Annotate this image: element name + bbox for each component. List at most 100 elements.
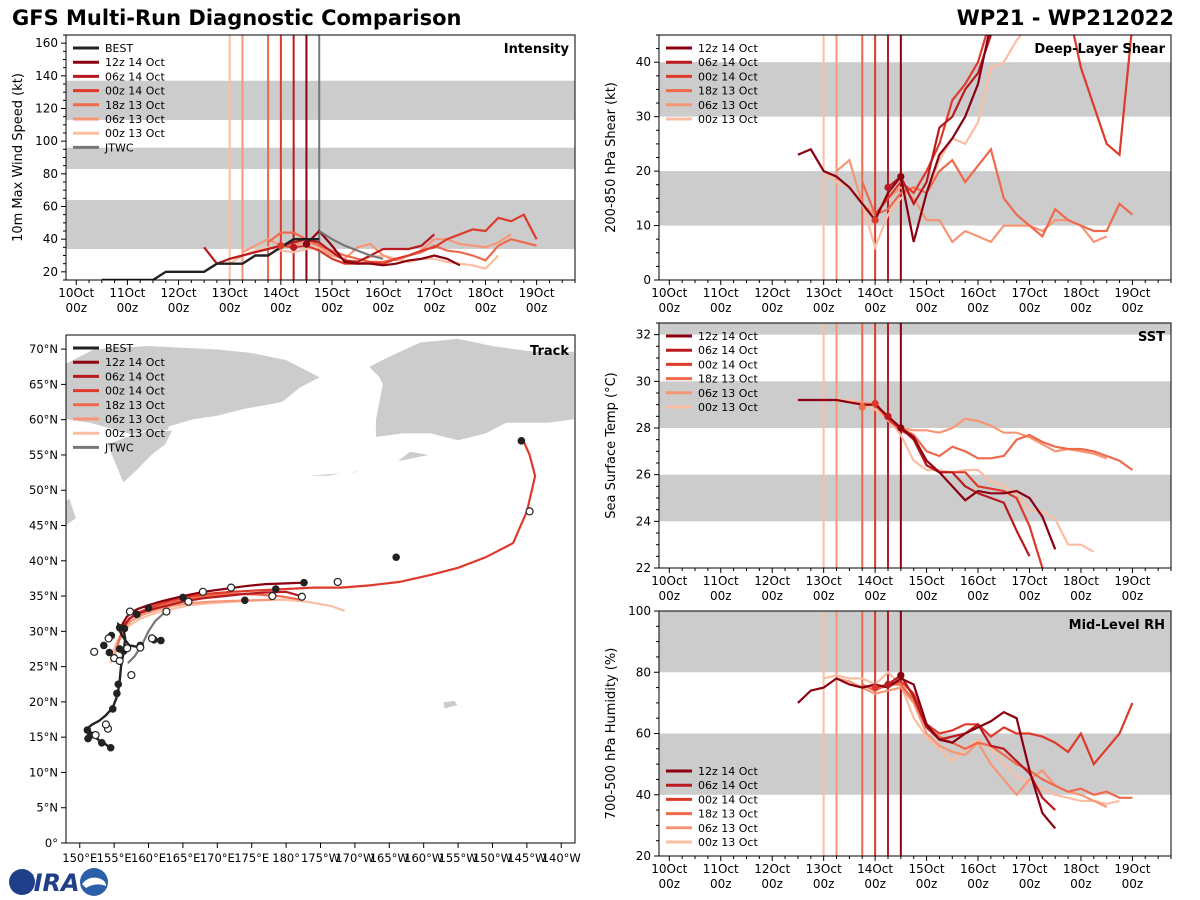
x-tick-label-day: 12Oct (754, 574, 790, 588)
init-marker (884, 412, 892, 420)
x-tick-label-day: 15Oct (314, 286, 350, 300)
init-marker (897, 172, 905, 181)
track-dot-filled (83, 726, 92, 734)
legend-label-run-2: 00z 14 Oct (698, 793, 758, 806)
series-line-0 (797, 677, 1057, 830)
panel-title-sst: SST (1138, 330, 1165, 345)
x-tick-label-hour: 00z (1019, 301, 1041, 315)
y-tick-label: 60 (43, 200, 58, 214)
x-tick-label-hour: 00z (659, 589, 681, 603)
legend-label-jtwc: JTWC (104, 141, 134, 154)
x-tick-label-hour: 00z (1122, 301, 1144, 315)
y-axis-intensity: 20 40 60 80 100 120 140 160 10m Max Wind Speed (… (11, 34, 66, 281)
x-tick-label-day: 11Oct (703, 286, 739, 300)
track-dot-hollow (115, 656, 124, 666)
y-axis-label-shear: 200-850 hPa Shear (kt) (604, 82, 619, 233)
x-tick-label-hour: 00z (659, 301, 681, 315)
track-dot-hollow (525, 507, 534, 516)
x-tick-label-day: 16Oct (960, 574, 996, 588)
y-tick-label: 160 (35, 36, 58, 50)
y-tick-label: 32 (636, 328, 651, 342)
x-tick-label: 160°W (404, 851, 443, 865)
x-tick-label-hour: 00z (1019, 589, 1041, 603)
x-tick-label-hour: 00z (864, 877, 886, 891)
track-line-jtwc (127, 610, 167, 664)
track-dot-hollow (90, 647, 99, 656)
shaded-band (659, 611, 1171, 673)
x-tick-label-day: 15Oct (909, 574, 945, 588)
y-tick-label: 50°N (29, 483, 58, 497)
panel-title-shear: Deep-Layer Shear (1034, 42, 1165, 57)
bands-rh (659, 611, 1171, 795)
legend-label-run-3: 18z 13 Oct (105, 399, 165, 412)
x-tick-label: 155°W (439, 851, 478, 865)
legend-label-run-2: 00z 14 Oct (105, 85, 165, 98)
x-tick-label-day: 11Oct (109, 286, 145, 300)
legend-label-run-5: 00z 13 Oct (105, 427, 165, 440)
legend-label-run-3: 18z 13 Oct (698, 373, 758, 386)
y-tick-label: 80 (43, 167, 58, 181)
init-marker (871, 683, 879, 692)
x-tick-label-hour: 00z (475, 301, 497, 315)
figure-title: GFS Multi-Run Diagnostic Comparison (12, 6, 462, 30)
x-tick-label-day: 19Oct (1114, 862, 1150, 876)
x-tick-label: 145°W (507, 851, 546, 865)
init-lines-rh (822, 611, 902, 856)
x-tick-label-day: 12Oct (754, 286, 790, 300)
track-dot-hollow (125, 607, 135, 616)
y-axis-sst: 22 24 26 28 30 32 Sea Surface Temp (°C) (604, 322, 659, 575)
track-dot-filled (517, 437, 526, 445)
y-tick-label: 5°N (36, 801, 58, 815)
x-tick-label-hour: 00z (967, 301, 989, 315)
track-dot-filled (271, 585, 280, 593)
x-tick-label-day: 12Oct (754, 862, 790, 876)
shaded-band (659, 381, 1171, 428)
legend-label-run-4: 06z 13 Oct (105, 413, 165, 426)
track-dot-hollow (162, 607, 171, 616)
y-tick-label: 45°N (29, 519, 58, 533)
y-axis-label-rh: 700-500 hPa Humidity (%) (604, 648, 619, 820)
cira-logo-globe (9, 869, 35, 895)
panel-intensity: 20 40 60 80 100 120 140 160 10m Max Wind Speed (… (11, 34, 576, 315)
series-line-0 (305, 229, 461, 267)
series-line-2 (874, 401, 1044, 568)
track-dot-hollow (297, 592, 307, 601)
x-tick-label-hour: 00z (219, 301, 241, 315)
x-tick-label-day: 15Oct (909, 862, 945, 876)
x-tick-label: 150°W (473, 851, 512, 865)
x-tick-label-hour: 00z (321, 301, 343, 315)
cira-logo: CIRA (9, 868, 108, 897)
x-tick-label-hour: 00z (65, 301, 87, 315)
y-tick-label: 0 (643, 273, 651, 287)
legend-label-run-0: 12z 14 Oct (698, 765, 758, 778)
x-tick-label: 140°W (542, 851, 581, 865)
x-tick-label: 175°W (301, 851, 340, 865)
x-tick-label-hour: 00z (710, 877, 732, 891)
x-tick-label-day: 13Oct (212, 286, 248, 300)
track-dot-filled (113, 689, 121, 698)
track-dot-hollow (127, 670, 136, 680)
init-marker (897, 424, 905, 432)
legend-label-run-5: 00z 13 Oct (698, 401, 758, 414)
track-dot-hollow (123, 644, 132, 653)
track-dot-filled (108, 705, 117, 713)
legend-label-run-1: 06z 14 Oct (105, 70, 165, 83)
y-tick-label: 40 (636, 788, 651, 802)
x-axis-shear: 10Oct00z11Oct00z12Oct00z13Oct00z14Oct00z… (651, 280, 1172, 315)
series-line-2 (874, 680, 1134, 767)
x-tick-label-day: 10Oct (58, 286, 94, 300)
x-tick-label-day: 11Oct (703, 574, 739, 588)
legend-label-run-2: 00z 14 Oct (105, 385, 165, 398)
y-tick-label: 40 (43, 232, 58, 246)
x-tick-label-day: 17Oct (416, 286, 452, 300)
land-polygon (299, 468, 369, 477)
x-tick-label-hour: 00z (916, 301, 938, 315)
shaded-band (659, 171, 1171, 226)
series-line-4 (836, 398, 1108, 460)
series-line-0 (797, 398, 1057, 550)
x-tick-label-hour: 00z (526, 301, 548, 315)
x-tick-label: 170°E (200, 851, 235, 865)
